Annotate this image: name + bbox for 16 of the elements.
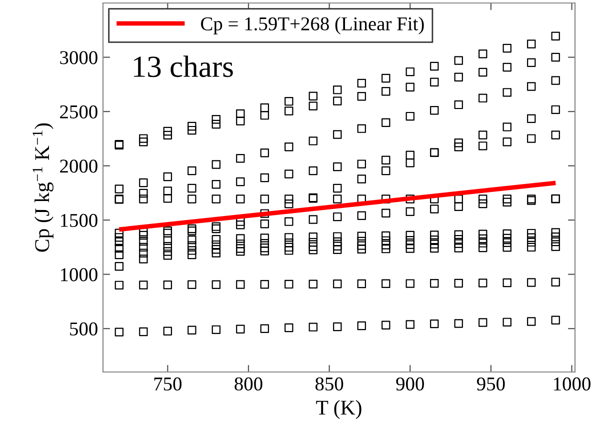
y-axis-title: Cp (J kg$^{−1}$ K$^{−1}$) <box>32 123 54 252</box>
x-axis-title: T (K) <box>316 400 362 419</box>
y-tick-label: 1500 <box>60 214 98 227</box>
y-tick-label: 500 <box>70 322 98 336</box>
x-tick-label: 850 <box>315 377 344 391</box>
x-tick-label: 1000 <box>554 377 590 391</box>
annotation: 13 chars <box>134 56 233 78</box>
y-tick-label: 2000 <box>60 160 98 173</box>
x-tick-label: 800 <box>234 377 262 391</box>
y-tick-label: 1000 <box>60 268 98 282</box>
legend-label: Cp = 1.59T+268 (Linear Fit) <box>201 16 424 34</box>
x-tick-label: 750 <box>154 377 182 391</box>
y-tick-label: 2500 <box>60 105 98 118</box>
x-tick-label: 950 <box>476 377 505 391</box>
y-tick-label: 3000 <box>60 51 98 64</box>
x-tick-label: 900 <box>396 377 424 391</box>
